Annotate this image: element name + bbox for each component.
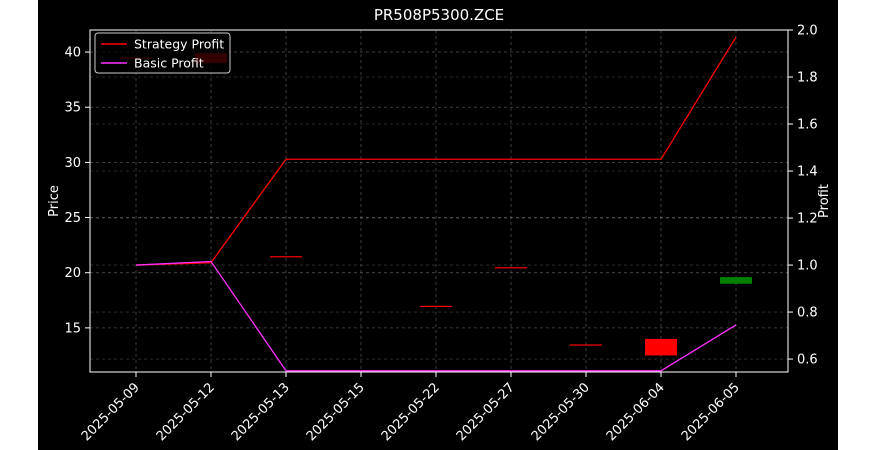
candle-body: [495, 267, 527, 269]
y-left-tick-label: 35: [64, 101, 81, 116]
axis-layer: 2025-05-09 2025-05-12 2025-05-13 2025-05-15…: [64, 24, 817, 445]
y-right-tick-label: 1.4: [797, 165, 818, 180]
plot-frame: [89, 29, 789, 373]
y-axis-right-title: Profit: [817, 184, 832, 218]
y-left-tick-label: 25: [64, 211, 81, 226]
y-right-tick-label: 1.2: [797, 212, 818, 227]
candle-body: [645, 338, 677, 356]
series-line-strategy-profit: [135, 36, 737, 266]
legend: Strategy Profit Basic Profit: [94, 32, 231, 74]
y-left-tick-label: 20: [64, 266, 81, 281]
x-tick-label: 2025-05-22: [379, 380, 443, 444]
legend-label-basic-profit: Basic Profit: [134, 56, 204, 71]
x-tick-label: 2025-05-30: [529, 380, 593, 444]
y-right-tick-label: 1.8: [797, 71, 818, 86]
y-right-tick-label: 1.6: [797, 118, 818, 133]
y-axis-left-title: Price: [47, 185, 62, 217]
candle-body: [720, 277, 752, 284]
y-left-tick-label: 40: [64, 46, 81, 61]
y-right-tick-label: 0.8: [797, 306, 818, 321]
y-left-tick-label: 15: [64, 321, 81, 336]
grid-layer: [90, 29, 788, 372]
legend-box: [94, 32, 231, 74]
y-right-tick-label: 0.6: [797, 353, 818, 368]
x-tick-label: 2025-05-13: [229, 380, 293, 444]
x-tick-label: 2025-05-12: [154, 380, 218, 444]
legend-label-strategy-profit: Strategy Profit: [134, 37, 224, 52]
y-right-tick-label: 1.0: [797, 259, 818, 274]
x-tick-label: 2025-05-27: [454, 380, 518, 444]
series-line-basic-profit: [135, 260, 737, 372]
x-tick-label: 2025-06-04: [604, 380, 668, 444]
chart-title: PR508P5300.ZCE: [374, 6, 504, 24]
x-tick-label: 2025-05-15: [304, 380, 368, 444]
candle-body: [270, 256, 302, 258]
x-tick-label: 2025-06-05: [679, 380, 743, 444]
candle-body: [570, 344, 602, 346]
series-layer: [135, 36, 737, 372]
y-right-tick-label: 2.0: [797, 24, 818, 39]
x-tick-label: 2025-05-09: [79, 380, 143, 444]
y-left-tick-label: 30: [64, 156, 81, 171]
candle-body: [420, 305, 452, 308]
chart-figure: 2025-05-09 2025-05-12 2025-05-13 2025-05-15…: [38, 0, 838, 450]
chart-canvas: 2025-05-09 2025-05-12 2025-05-13 2025-05-15…: [47, 6, 832, 445]
